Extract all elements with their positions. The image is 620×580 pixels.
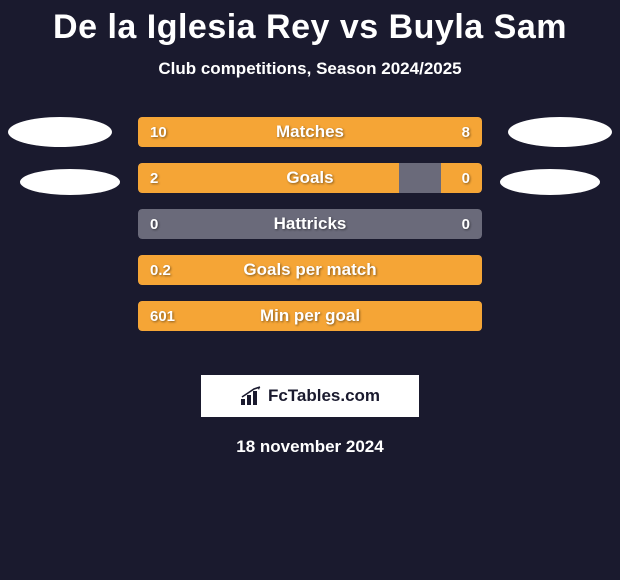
stats-area: 10 Matches 8 2 Goals 0 0 Hattricks 0 <box>0 117 620 357</box>
player-avatar-left-2 <box>20 169 120 195</box>
stat-row-goals-per-match: 0.2 Goals per match <box>138 255 482 285</box>
player-avatar-right-1 <box>508 117 612 147</box>
bar-left-fill <box>138 117 331 147</box>
bar-chart-icon <box>240 386 262 406</box>
stat-row-matches: 10 Matches 8 <box>138 117 482 147</box>
subtitle: Club competitions, Season 2024/2025 <box>0 59 620 79</box>
bar-left-fill <box>138 255 482 285</box>
stat-row-hattricks: 0 Hattricks 0 <box>138 209 482 239</box>
bar-right-fill <box>441 163 482 193</box>
page-title: De la Iglesia Rey vs Buyla Sam <box>0 8 620 47</box>
comparison-infographic: De la Iglesia Rey vs Buyla Sam Club comp… <box>0 0 620 457</box>
bar-left-fill <box>138 301 482 331</box>
player-avatar-right-2 <box>500 169 600 195</box>
bar-bg <box>138 209 482 239</box>
bar-right-fill <box>331 117 482 147</box>
bars-container: 10 Matches 8 2 Goals 0 0 Hattricks 0 <box>138 117 482 347</box>
stat-row-min-per-goal: 601 Min per goal <box>138 301 482 331</box>
date-label: 18 november 2024 <box>0 437 620 457</box>
logo-text: FcTables.com <box>268 386 380 406</box>
player-avatar-left-1 <box>8 117 112 147</box>
stat-row-goals: 2 Goals 0 <box>138 163 482 193</box>
bar-left-fill <box>138 163 399 193</box>
logo-box: FcTables.com <box>201 375 419 417</box>
